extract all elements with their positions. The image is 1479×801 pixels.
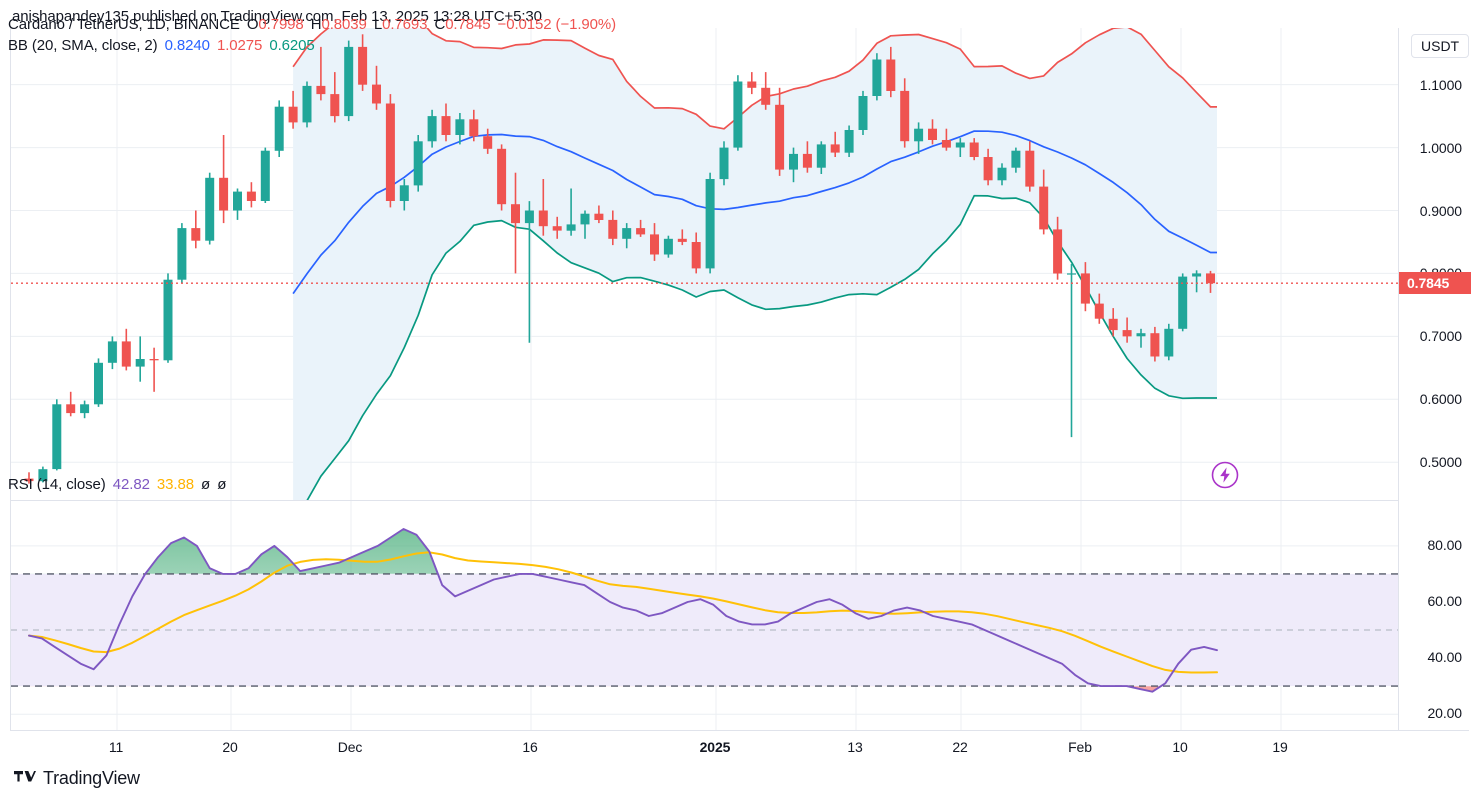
price-axis-tick: 0.6000 [1419, 391, 1462, 408]
time-axis-tick: 19 [1272, 739, 1288, 755]
time-axis[interactable]: 11 20 Dec 16 2025 13 22 Feb 10 19 [10, 730, 1469, 760]
time-axis-tick: 11 [108, 739, 124, 755]
price-axis-tick: 0.7000 [1419, 328, 1462, 345]
chart-frame: USDT 1.10001.00000.90000.80000.70000.600… [10, 28, 1471, 730]
price-axis-tick: 1.0000 [1419, 139, 1462, 156]
price-chart-svg [11, 28, 1398, 500]
footer-branding: TradingView [14, 768, 140, 789]
tradingview-logo-icon [14, 770, 36, 781]
time-axis-tick: 20 [222, 739, 238, 755]
rsi-axis-tick: 60.00 [1427, 593, 1462, 609]
time-axis-tick: 22 [952, 739, 968, 755]
time-axis-tick: 13 [847, 739, 863, 755]
publish-attribution: anishapandey135 published on TradingView… [12, 8, 542, 25]
price-axis-tick: 0.9000 [1419, 202, 1462, 219]
price-scale-column[interactable]: USDT 1.10001.00000.90000.80000.70000.600… [1398, 28, 1471, 730]
time-axis-tick: 10 [1172, 739, 1188, 755]
rsi-pane[interactable] [11, 500, 1398, 730]
time-axis-tick: 16 [522, 739, 538, 755]
time-axis-tick: 2025 [699, 739, 731, 755]
lightning-bolt-icon[interactable] [1211, 461, 1239, 489]
time-axis-tick: Dec [337, 739, 363, 755]
rsi-chart-svg [11, 501, 1398, 730]
price-axis-tick: 0.5000 [1419, 454, 1462, 471]
tradingview-wordmark: TradingView [43, 768, 140, 788]
price-axis-tick: 1.1000 [1419, 76, 1462, 93]
rsi-axis-tick: 20.00 [1427, 705, 1462, 722]
price-pane[interactable] [11, 28, 1398, 500]
current-price-badge[interactable]: 0.7845 [1399, 272, 1471, 295]
time-axis-tick: Feb [1068, 739, 1092, 755]
currency-unit-badge[interactable]: USDT [1411, 34, 1470, 58]
rsi-axis-tick: 40.00 [1427, 649, 1462, 666]
rsi-axis-tick: 80.00 [1427, 536, 1462, 553]
